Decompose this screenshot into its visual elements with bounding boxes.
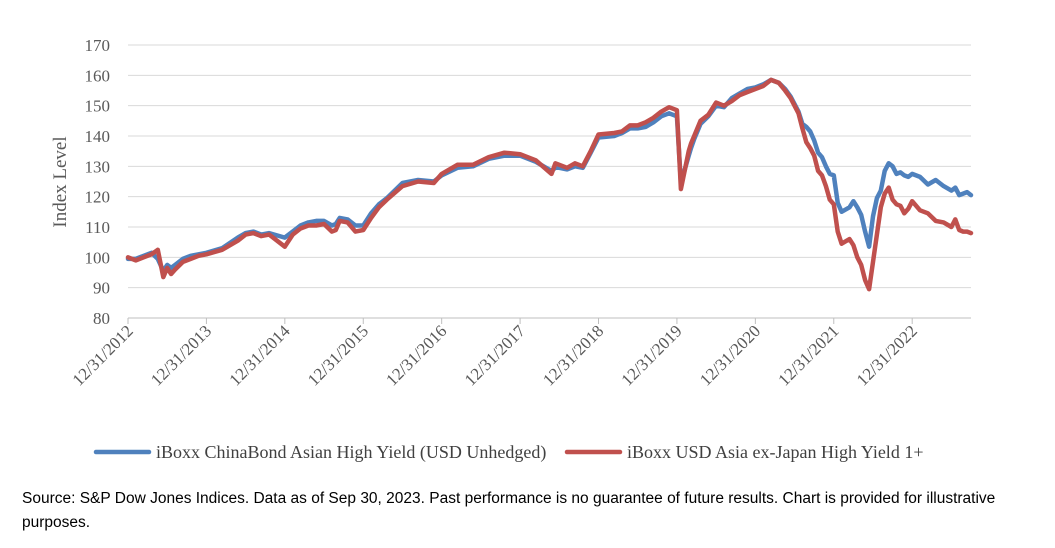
y-axis-title: Index Level (50, 136, 71, 227)
x-tick-label: 12/31/2018 (539, 321, 607, 389)
gridlines (128, 44, 971, 289)
source-footnote: Source: S&P Dow Jones Indices. Data as o… (22, 490, 996, 531)
y-tick-label: 100 (85, 248, 111, 267)
legend-label-1: iBoxx ChinaBond Asian High Yield (USD Un… (156, 442, 546, 463)
series-line-2 (125, 77, 974, 292)
y-tick-label: 150 (85, 97, 111, 116)
y-tick-label: 120 (85, 188, 111, 207)
x-tick-label: 12/31/2022 (853, 321, 921, 389)
y-tick-label: 110 (85, 218, 110, 237)
x-tick-label: 12/31/2017 (461, 321, 530, 390)
x-tick-label: 12/31/2013 (147, 321, 215, 389)
series-line-1 (125, 77, 974, 274)
y-tick-label: 130 (85, 157, 111, 176)
y-tick-label: 140 (85, 127, 111, 146)
x-tick-label: 12/31/2012 (69, 321, 137, 389)
x-tick-label: 12/31/2016 (382, 321, 450, 389)
x-tick-label: 12/31/2015 (304, 321, 372, 389)
legend-label-2: iBoxx USD Asia ex-Japan High Yield 1+ (627, 442, 923, 462)
y-tick-label: 160 (85, 66, 111, 85)
y-tick-label: 170 (85, 36, 111, 55)
x-tick-label: 12/31/2019 (618, 321, 686, 389)
y-tick-label: 90 (93, 279, 110, 298)
x-tick-label: 12/31/2014 (225, 321, 294, 390)
x-tick-label: 12/31/2021 (774, 321, 842, 389)
y-tick-label: 80 (93, 309, 110, 328)
x-tick-label: 12/31/2020 (696, 321, 764, 389)
series-lines (125, 77, 974, 292)
legend: iBoxx ChinaBond Asian High Yield (USD Un… (93, 442, 923, 463)
